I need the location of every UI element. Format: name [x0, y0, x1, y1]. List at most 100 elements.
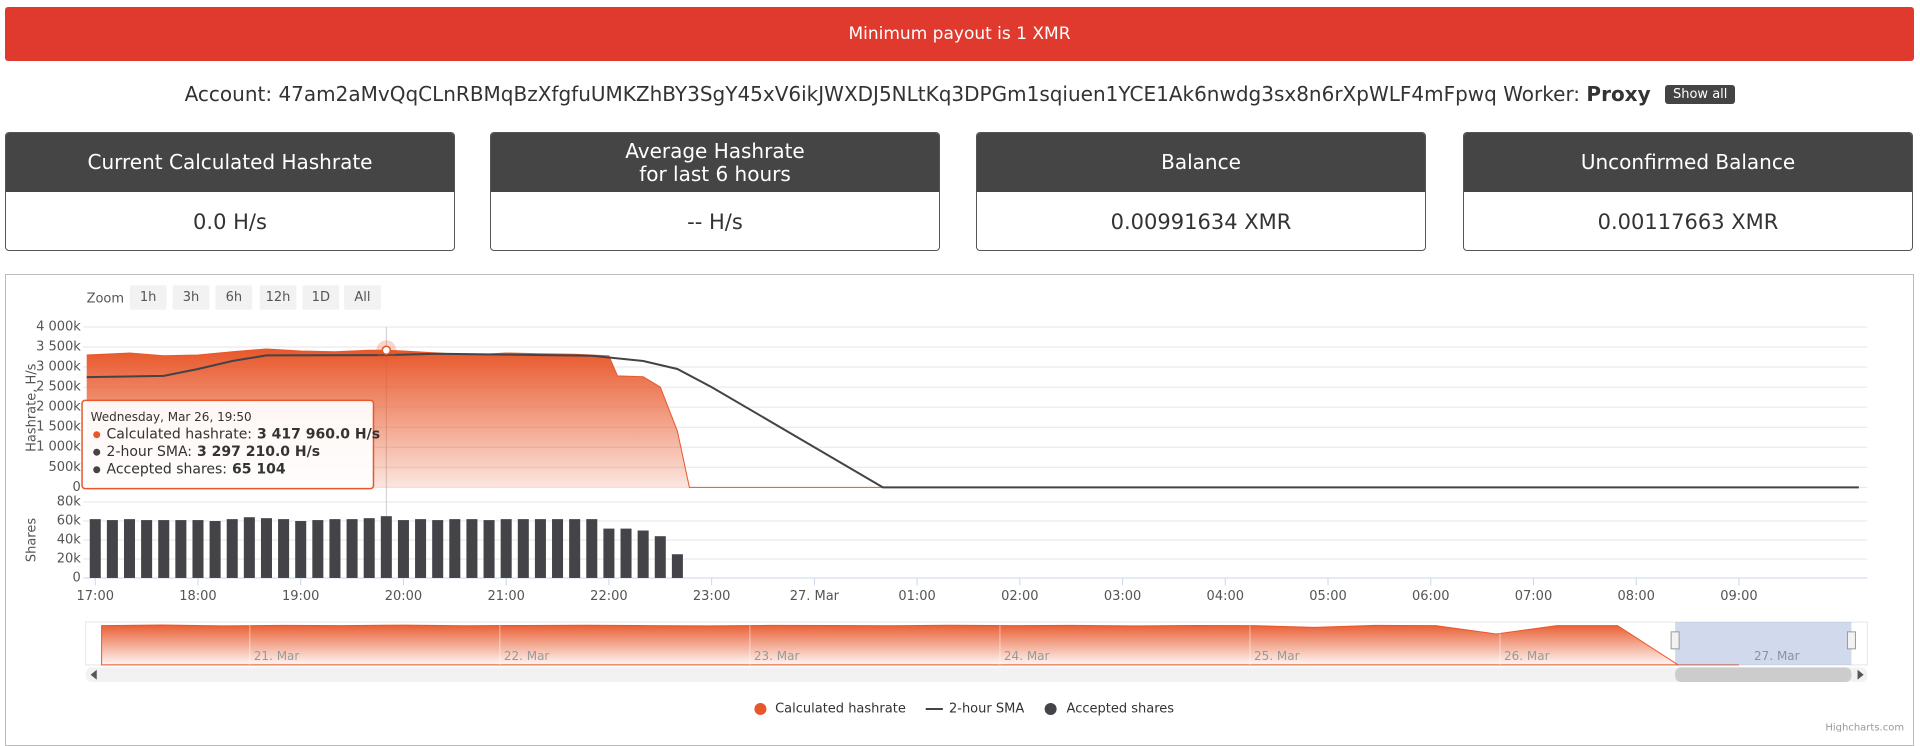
zoom-button-bg: [259, 285, 297, 310]
payout-banner: Minimum payout is 1 XMR: [5, 7, 1914, 61]
share-bar: [329, 519, 341, 578]
zoom-button[interactable]: 6h: [215, 285, 253, 310]
navigator-label: 24. Mar: [1004, 649, 1050, 663]
x-tick-label: 22:00: [590, 589, 627, 604]
scroll-right: [1857, 669, 1864, 680]
stat-card: Balance 0.00991634 XMR: [976, 132, 1426, 251]
y-tick-label: 0: [73, 480, 81, 495]
tooltip: Wednesday, Mar 26, 19:50 Calculated hashr…: [81, 399, 380, 490]
tooltip-value: 3 417 960.0 H/s: [257, 427, 380, 443]
account-line: Account: 47am2aMvQqCLnRBMqBzXfgfuUMKZhBY…: [0, 82, 1920, 106]
share-bar: [654, 536, 666, 578]
zoom-button[interactable]: 12h: [259, 285, 297, 310]
zoom-button[interactable]: 3h: [172, 285, 210, 310]
share-bar: [243, 517, 255, 578]
share-bar: [586, 519, 598, 578]
y-tick-label: 2 500k: [36, 380, 81, 395]
share-bar: [552, 519, 564, 578]
share-bar: [432, 520, 444, 578]
share-bar: [620, 528, 632, 578]
card-title: Unconfirmed Balance: [1464, 133, 1912, 192]
y2-axis-title: Shares: [24, 518, 39, 563]
worker-name: Proxy: [1586, 82, 1651, 106]
share-bar: [346, 519, 358, 578]
share-bar: [517, 519, 529, 578]
zoom-button-label: 1h: [140, 290, 157, 305]
card-title: Balance: [977, 133, 1425, 192]
share-bar: [278, 519, 290, 578]
x-tick-label: 17:00: [77, 589, 114, 604]
navigator-label: 22. Mar: [504, 649, 550, 663]
x-tick-label: 18:00: [179, 589, 216, 604]
x-tick-label: 02:00: [1001, 589, 1038, 604]
zoom-button-label: 3h: [183, 290, 200, 305]
zoom-button-label: 12h: [266, 290, 291, 305]
share-bar: [637, 530, 649, 578]
navigator-label: 21. Mar: [254, 649, 300, 663]
navigator-area: [101, 624, 1739, 666]
zoom-button-bg: [344, 285, 381, 310]
legend-symbol: [754, 702, 767, 715]
credits: Highcharts.com: [1825, 722, 1904, 732]
share-bar: [449, 519, 461, 578]
navigator-handle[interactable]: [1846, 631, 1856, 650]
legend-label: Accepted shares: [1067, 701, 1175, 716]
tooltip-box: [81, 399, 375, 490]
share-bar: [89, 519, 101, 578]
legend-symbol: [1044, 702, 1057, 715]
share-bar: [141, 520, 153, 578]
y2-tick-label: 20k: [57, 551, 82, 566]
y2-tick-label: 60k: [57, 514, 82, 529]
zoom-label: Zoom: [87, 291, 124, 306]
share-bar: [397, 520, 409, 578]
share-bar: [209, 521, 221, 578]
share-bar: [569, 519, 581, 578]
zoom-button-bg: [172, 285, 210, 310]
y-tick-label: 2 000k: [36, 400, 81, 415]
share-bar: [158, 520, 170, 578]
x-tick-label: 05:00: [1309, 589, 1346, 604]
y-tick-label: 3 000k: [36, 360, 81, 375]
share-bar: [534, 519, 546, 578]
stat-card: Current Calculated Hashrate 0.0 H/s: [5, 132, 455, 251]
y-tick-label: 4 000k: [36, 319, 81, 334]
tooltip-name: 2-hour SMA:: [107, 444, 192, 460]
x-tick-label: 03:00: [1104, 589, 1141, 604]
share-bar: [175, 520, 187, 578]
y2-tick-label: 40k: [57, 533, 82, 548]
share-bar: [123, 519, 136, 578]
worker-label: Worker:: [1503, 82, 1581, 106]
legend-label: Calculated hashrate: [775, 701, 906, 716]
share-bar: [603, 528, 615, 578]
show-all-button[interactable]: Show all: [1664, 85, 1736, 104]
tooltip-bullet: [93, 448, 101, 456]
chart: Zoom 1h 3h 6h 12h 1D All 0 500k 1 000k 1 500k 2 000…: [24, 285, 1904, 732]
zoom-button-label: 6h: [226, 290, 243, 305]
legend-label: 2-hour SMA: [949, 701, 1024, 716]
y-tick-label: 1 000k: [36, 440, 81, 455]
y-axis-title: Hashrate, H/s: [24, 363, 39, 452]
tooltip-bullet: [93, 431, 101, 439]
hashrate-area: [86, 349, 1859, 488]
share-bar: [312, 520, 324, 578]
share-bar: [226, 519, 238, 578]
y2-tick-label: 0: [73, 570, 81, 585]
x-tick-label: 27. Mar: [790, 589, 840, 604]
scrollbar-thumb[interactable]: [1675, 667, 1852, 683]
tooltip-value: 3 297 210.0 H/s: [197, 444, 320, 460]
stat-card: Unconfirmed Balance 0.00117663 XMR: [1463, 132, 1913, 251]
x-tick-label: 08:00: [1617, 589, 1654, 604]
share-bar: [500, 519, 512, 578]
x-tick-label: 04:00: [1207, 589, 1244, 604]
x-tick-label: 23:00: [693, 589, 730, 604]
zoom-button[interactable]: All: [344, 285, 381, 310]
hover-marker: [381, 345, 392, 356]
card-title: Average Hashrate for last 6 hours: [491, 133, 939, 192]
x-tick-label: 01:00: [898, 589, 935, 604]
zoom-button[interactable]: 1D: [302, 285, 340, 310]
zoom-button-label: All: [354, 290, 370, 305]
navigator-label: 25. Mar: [1254, 649, 1300, 663]
zoom-button[interactable]: 1h: [129, 285, 167, 310]
navigator-handle[interactable]: [1670, 631, 1680, 650]
share-bar: [671, 554, 683, 578]
